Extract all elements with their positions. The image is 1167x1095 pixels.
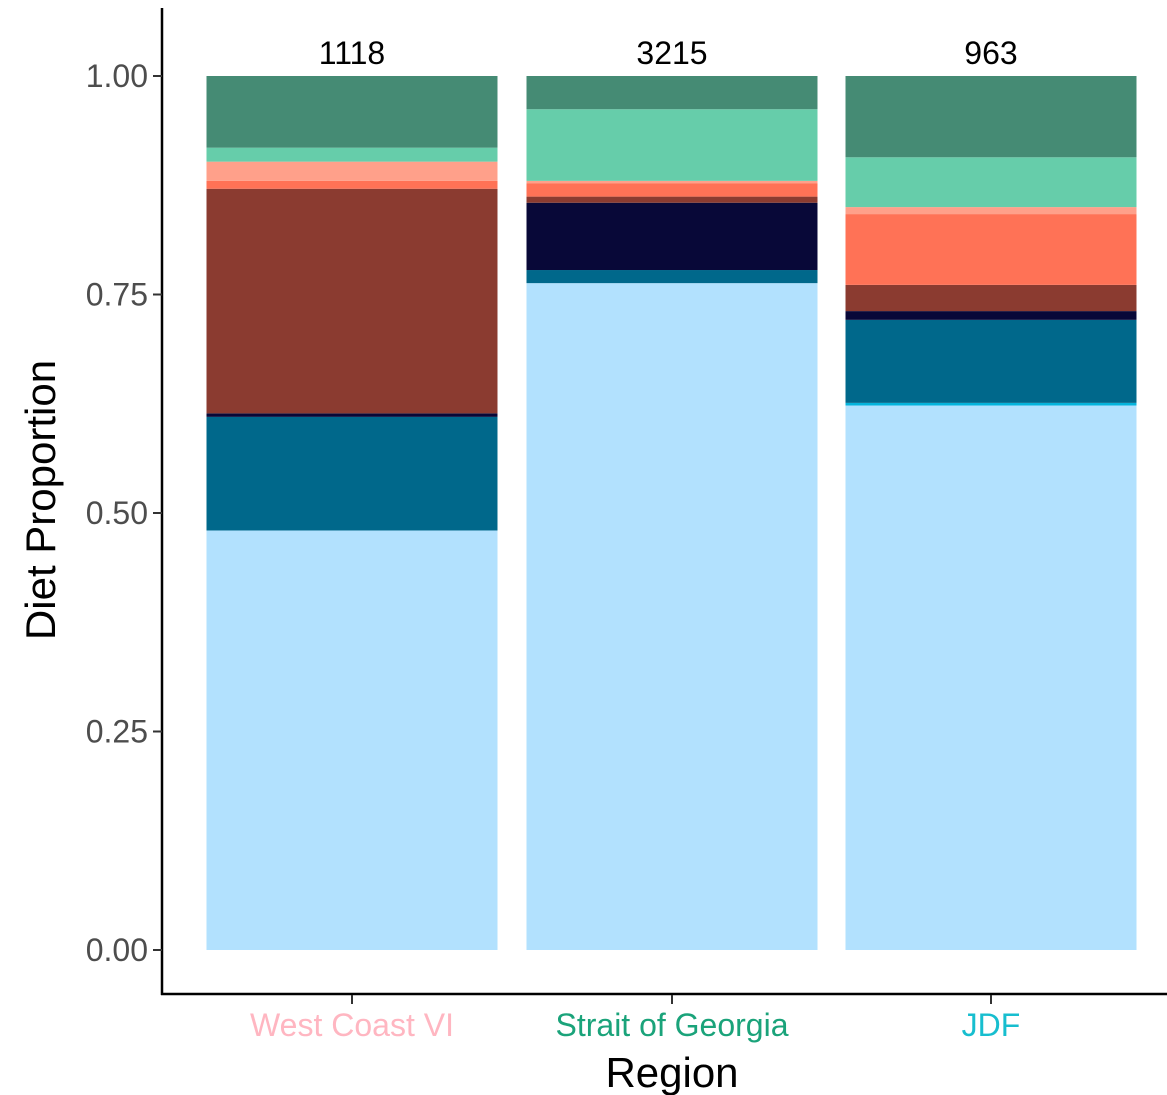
bar-segment-1-8 <box>206 147 498 162</box>
bar-segment-1-1 <box>206 530 498 950</box>
x-tick-label: West Coast VI <box>250 1007 454 1043</box>
bar-segment-1-6 <box>206 180 498 189</box>
y-tick-label: 0.00 <box>86 932 148 968</box>
bar-segment-2-6 <box>526 183 818 197</box>
bar-segment-2-3 <box>526 270 818 284</box>
bar-segment-3-1 <box>845 405 1137 950</box>
bar-segment-1-7 <box>206 161 498 181</box>
bar-total-label: 1118 <box>319 35 385 71</box>
axes-layer <box>160 8 1167 996</box>
y-tick-label: 1.00 <box>86 58 148 94</box>
bar-segment-2-9 <box>526 76 818 110</box>
y-tick-label: 0.50 <box>86 495 148 531</box>
x-axis-title: Region <box>605 1049 738 1095</box>
y-tick-label: 0.75 <box>86 277 148 313</box>
x-ticks: West Coast VI Strait of Georgia JDF <box>250 995 1020 1043</box>
bar-total-label: 963 <box>964 35 1017 71</box>
x-tick-label: Strait of Georgia <box>556 1007 789 1043</box>
bar-segment-2-7 <box>526 180 818 184</box>
bar-segment-1-4 <box>206 413 498 417</box>
bar-segment-2-8 <box>526 109 818 181</box>
bar-segment-1-3 <box>206 416 498 531</box>
bar-segment-3-6 <box>845 214 1137 285</box>
bar-segment-1-9 <box>206 76 498 148</box>
bar-segment-3-2 <box>845 402 1137 406</box>
bar-segment-1-5 <box>206 188 498 414</box>
bar-segment-2-5 <box>526 196 818 203</box>
bar-segment-3-3 <box>845 319 1137 403</box>
bar-total-labels: 1118 3215 963 <box>319 35 1018 71</box>
bar-segment-3-5 <box>845 284 1137 312</box>
bars-layer <box>206 76 1137 950</box>
x-tick-label: JDF <box>962 1007 1021 1043</box>
bar-segment-3-7 <box>845 207 1137 215</box>
y-tick-label: 0.25 <box>86 714 148 750</box>
y-ticks: 0.00 0.25 0.50 0.75 1.00 <box>86 58 162 968</box>
bar-segment-2-1 <box>526 283 818 950</box>
bar-total-label: 3215 <box>636 35 707 71</box>
bar-segment-2-4 <box>526 202 818 271</box>
bar-segment-3-8 <box>845 157 1137 208</box>
y-axis-title: Diet Proportion <box>17 360 64 640</box>
bar-segment-3-9 <box>845 76 1137 158</box>
bar-segment-3-4 <box>845 311 1137 320</box>
